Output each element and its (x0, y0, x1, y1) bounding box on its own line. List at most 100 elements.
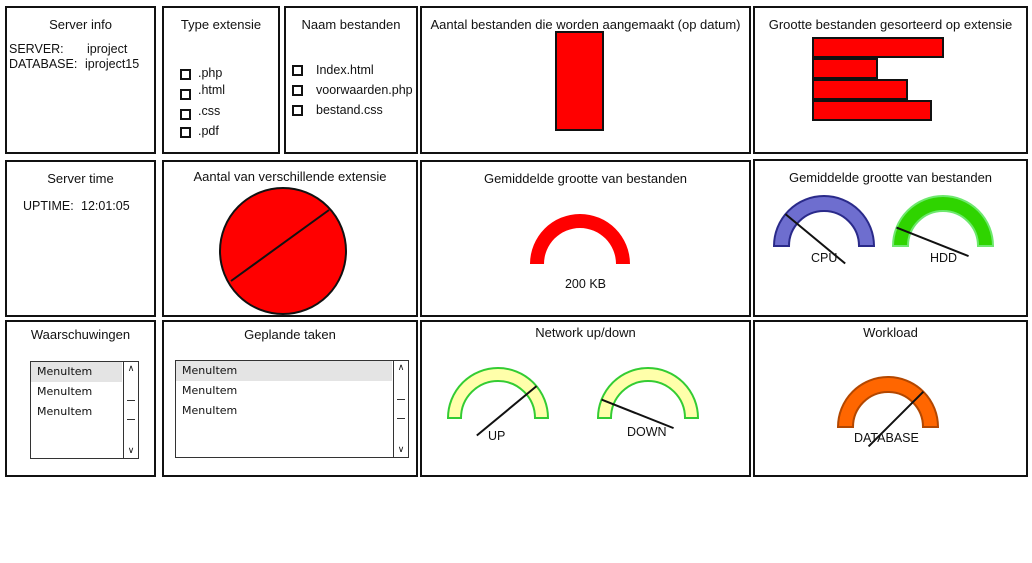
gauge-arc (836, 376, 940, 428)
hw-gauges (772, 195, 995, 265)
gauge-needle (601, 398, 674, 430)
checkbox-voorwaarden-php[interactable] (292, 85, 303, 96)
checkbox-pdf[interactable] (180, 127, 191, 138)
geplande-taken-scrollbar[interactable]: ∧ ∨ (393, 361, 408, 457)
scroll-thumb-bottom (127, 419, 135, 420)
extensie-pie-chart (219, 187, 347, 315)
gem-grootte-hw-title: Gemiddelde grootte van bestanden (788, 170, 993, 185)
bar (555, 31, 604, 131)
server-info-panel: Server info SERVER: iproject DATABASE: i… (5, 6, 156, 154)
aantal-bestanden-title: Aantal bestanden die worden aangemaakt (… (430, 17, 741, 32)
naam-bestanden-panel: Naam bestanden Index.html voorwaarden.ph… (284, 6, 418, 154)
server-value: iproject (87, 42, 128, 56)
checkbox-label-php: .php (198, 66, 223, 80)
gauge-arc (891, 195, 995, 247)
gauge-arc (446, 367, 550, 419)
uptime-value: 12:01:05 (81, 199, 130, 213)
checkbox-index-html[interactable] (292, 65, 303, 76)
down-gauge (596, 367, 700, 430)
pie-slice (219, 187, 347, 315)
server-time-panel: Server time UPTIME: 12:01:05 (5, 160, 156, 317)
workload-gauges (836, 376, 940, 448)
checkbox-label-pdf: .pdf (198, 124, 219, 138)
grootte-bestanden-title: Grootte bestanden gesorteerd op extensie (768, 17, 1013, 32)
uptime-label: UPTIME: (23, 199, 74, 213)
gem-grootte-value: 200 KB (564, 277, 606, 291)
gem-grootte-hw-panel: Gemiddelde grootte van bestanden CPU HDD (753, 159, 1028, 317)
gauge-needle (784, 213, 846, 265)
geplande-taken-title: Geplande taken (244, 327, 336, 342)
database-label: DATABASE: (9, 57, 78, 71)
checkbox-php[interactable] (180, 69, 191, 80)
gem-grootte-title: Gemiddelde grootte van bestanden (483, 171, 688, 186)
checkbox-html[interactable] (180, 89, 191, 100)
bar (812, 58, 878, 79)
network-gauges (446, 367, 700, 437)
workload-title: Workload (863, 325, 918, 340)
database-gauge (836, 376, 940, 448)
up-gauge-label: UP (488, 429, 506, 443)
grootte-bestanden-panel: Grootte bestanden gesorteerd op extensie (753, 6, 1028, 154)
bar (812, 79, 908, 100)
checkbox-label-voorwaarden-php: voorwaarden.php (316, 83, 413, 97)
up-gauge (446, 367, 550, 437)
list-item[interactable]: MenuItem (182, 384, 238, 397)
geplande-taken-list[interactable]: MenuItem MenuItem MenuItem ∧ ∨ (175, 360, 409, 458)
database-value: iproject15 (85, 57, 140, 71)
gauge-needle (896, 226, 969, 258)
cpu-gauge (772, 195, 876, 265)
server-label: SERVER: (9, 42, 64, 56)
waarschuwingen-title: Waarschuwingen (30, 327, 131, 342)
gauge-arc (596, 367, 700, 419)
list-item[interactable]: MenuItem (182, 404, 238, 417)
checkbox-label-css: .css (198, 104, 221, 118)
server-info-title: Server info (49, 17, 112, 32)
waarschuwingen-scrollbar[interactable]: ∧ ∨ (123, 362, 138, 458)
workload-panel: Workload DATABASE (753, 320, 1028, 477)
waarschuwingen-panel: Waarschuwingen MenuItem MenuItem MenuIte… (5, 320, 156, 477)
checkbox-label-html: .html (198, 83, 226, 97)
scroll-thumb-bottom (397, 418, 405, 419)
type-extensie-panel: Type extensie .php .html .css .pdf (162, 6, 280, 154)
gauge-arc (772, 195, 876, 247)
cpu-gauge-label: CPU (811, 251, 838, 265)
scroll-thumb-top (397, 399, 405, 400)
scroll-up-icon[interactable]: ∧ (397, 363, 405, 373)
server-time-title: Server time (47, 171, 114, 186)
checkbox-bestand-css[interactable] (292, 105, 303, 116)
grootte-bestanden-chart (812, 37, 944, 121)
gauge-needle (476, 385, 538, 437)
list-item[interactable]: MenuItem (37, 385, 93, 398)
network-panel: Network up/down UP DOWN (420, 320, 751, 477)
network-title: Network up/down (535, 325, 636, 340)
pie-divider (230, 209, 330, 282)
aantal-extensie-title: Aantal van verschillende extensie (193, 169, 387, 184)
checkbox-label-index-html: Index.html (316, 63, 374, 77)
aantal-extensie-panel: Aantal van verschillende extensie (162, 160, 418, 317)
hdd-gauge-label: HDD (930, 251, 958, 265)
down-gauge-label: DOWN (627, 425, 667, 439)
checkbox-css[interactable] (180, 109, 191, 120)
geplande-taken-panel: Geplande taken MenuItem MenuItem MenuIte… (162, 320, 418, 477)
waarschuwingen-list[interactable]: MenuItem MenuItem MenuItem ∧ ∨ (30, 361, 139, 459)
scroll-thumb-top (127, 400, 135, 401)
aantal-bestanden-chart (555, 31, 604, 131)
bar (812, 100, 932, 121)
scroll-down-icon[interactable]: ∨ (127, 446, 135, 456)
list-item[interactable]: MenuItem (37, 405, 93, 418)
scroll-up-icon[interactable]: ∧ (127, 364, 135, 374)
aantal-bestanden-panel: Aantal bestanden die worden aangemaakt (… (420, 6, 751, 154)
gem-grootte-gauge (530, 214, 630, 264)
list-item[interactable]: MenuItem (31, 362, 122, 382)
hdd-gauge (891, 195, 995, 258)
type-extensie-title: Type extensie (180, 17, 262, 32)
database-gauge-label: DATABASE (854, 431, 919, 445)
gauge-arc (530, 214, 630, 264)
scroll-down-icon[interactable]: ∨ (397, 445, 405, 455)
naam-bestanden-title: Naam bestanden (301, 17, 401, 32)
gauge-needle (867, 390, 925, 448)
list-item[interactable]: MenuItem (176, 361, 392, 381)
bar (812, 37, 944, 58)
gem-grootte-panel: Gemiddelde grootte van bestanden 200 KB (420, 160, 751, 317)
checkbox-label-bestand-css: bestand.css (316, 103, 383, 117)
